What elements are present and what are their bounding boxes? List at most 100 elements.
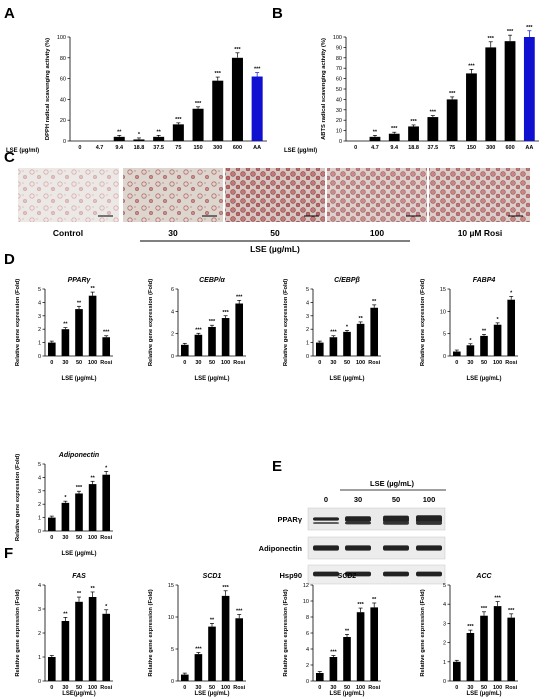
y-axis-label: Relative gene expression (Fold) <box>15 454 21 541</box>
wb-band <box>345 571 371 577</box>
significance-label: *** <box>449 91 456 97</box>
y-tick-label: 100 <box>57 35 66 41</box>
significance-label: *** <box>330 650 337 656</box>
x-tick-label: 18.8 <box>408 145 419 151</box>
x-tick-label: Rosi <box>233 360 245 366</box>
bar <box>485 47 497 141</box>
significance-label: *** <box>526 25 533 31</box>
bar <box>212 80 224 141</box>
x-tick-label: Rosi <box>100 685 112 691</box>
significance-label: ** <box>63 322 68 328</box>
x-tick-label: 0 <box>183 685 186 691</box>
significance-label: ** <box>63 611 68 617</box>
x-tick-label: 100 <box>221 360 230 366</box>
bar <box>343 637 351 681</box>
x-tick-label: 37.5 <box>153 145 164 151</box>
micrograph-100 <box>327 168 427 222</box>
y-tick-label: 30 <box>336 108 342 114</box>
y-tick-label: 60 <box>336 77 342 83</box>
y-tick-label: 5 <box>38 462 41 468</box>
x-tick-label: 100 <box>88 360 97 366</box>
x-axis-label: LSE (µg/ml) <box>6 148 39 154</box>
panel-label-b: B <box>272 5 283 22</box>
x-tick-label: 30 <box>62 360 68 366</box>
x-axis-label: LSE (µg/ml) <box>284 148 317 154</box>
y-tick-label: 20 <box>60 118 66 124</box>
y-tick-label: 5 <box>443 583 446 589</box>
x-tick-label: 30 <box>467 360 473 366</box>
x-tick-label: 50 <box>344 360 350 366</box>
x-tick-label: Rosi <box>368 685 380 691</box>
bar <box>180 344 189 356</box>
bar <box>47 517 56 531</box>
y-tick-label: 0 <box>306 354 309 360</box>
significance-label: ** <box>90 475 95 481</box>
significance-label: *** <box>508 608 515 614</box>
significance-label: *** <box>222 310 229 316</box>
x-tick-label: 0 <box>455 360 458 366</box>
x-tick-label: 300 <box>486 145 495 151</box>
y-tick-label: 5 <box>171 647 174 653</box>
x-tick-label: AA <box>253 145 261 151</box>
x-tick-label: 50 <box>481 360 487 366</box>
y-tick-label: 8 <box>306 615 309 621</box>
significance-label: * <box>64 495 67 501</box>
western-blot: LSE (µg/mL) 0 30 50 100 PPARγ Adiponecti… <box>259 479 446 585</box>
x-tick-label: 18.8 <box>134 145 145 151</box>
significance-label: *** <box>76 485 83 491</box>
significance-label: *** <box>507 29 514 35</box>
chart-title: PPARγ <box>68 277 92 284</box>
bar <box>251 76 263 141</box>
bar <box>493 324 502 356</box>
y-tick-label: 80 <box>336 56 342 62</box>
x-tick-label: 50 <box>76 535 82 541</box>
y-tick-label: 2 <box>38 631 41 637</box>
x-tick-label: 100 <box>493 360 502 366</box>
y-tick-label: 10 <box>168 615 174 621</box>
bar <box>113 136 125 141</box>
significance-label: ** <box>157 129 162 135</box>
y-tick-label: 3 <box>306 314 309 320</box>
bar <box>133 139 145 141</box>
y-tick-label: 60 <box>60 77 66 83</box>
x-tick-label: 9.4 <box>115 145 124 151</box>
bar <box>315 673 324 681</box>
significance-label: *** <box>494 596 501 602</box>
wb-band <box>313 517 339 521</box>
wb-strip-adiponectin <box>307 536 446 560</box>
bar <box>88 484 97 531</box>
micrograph-label-100: 100 <box>370 228 384 238</box>
significance-label: *** <box>222 585 229 591</box>
wb-band <box>345 521 371 525</box>
chart-fabp4: 0 5 10 15 0 * 30 ** 50 * 100 * Rosi LSE (µg/mL) FABP4 R… <box>420 277 518 382</box>
x-tick-label: 75 <box>175 145 181 151</box>
y-axis-label: Relative gene expression (Fold) <box>15 589 21 676</box>
bar <box>427 117 439 141</box>
y-tick-label: 1 <box>38 341 41 347</box>
y-tick-label: 0 <box>38 529 41 535</box>
x-tick-label: Rosi <box>505 360 517 366</box>
significance-label: *** <box>467 624 474 630</box>
x-axis-label: LSE (µg/mL) <box>329 691 364 697</box>
bar <box>208 626 216 681</box>
y-tick-label: 80 <box>60 56 66 62</box>
bar <box>180 674 189 681</box>
x-axis-label: LSE (µg/mL) <box>466 691 501 697</box>
y-tick-label: 10 <box>303 599 309 605</box>
bar <box>235 618 244 681</box>
y-axis-label: Relative gene expression (Fold) <box>283 279 289 366</box>
bar <box>388 133 400 141</box>
bar <box>466 73 477 141</box>
x-tick-label: 300 <box>213 145 222 151</box>
x-tick-label: 50 <box>76 685 82 691</box>
bar <box>47 342 56 356</box>
significance-label: * <box>497 317 500 323</box>
bar <box>102 613 111 681</box>
y-tick-label: 0 <box>339 139 342 145</box>
micrograph-control <box>18 168 119 222</box>
bar <box>61 329 70 356</box>
bar <box>480 615 488 681</box>
chart-scd1: 0 5 10 15 0 *** 30 ** 50 *** 100 *** Rosi LSE (µg/mL)… <box>148 573 246 697</box>
micrograph-30 <box>123 168 223 222</box>
